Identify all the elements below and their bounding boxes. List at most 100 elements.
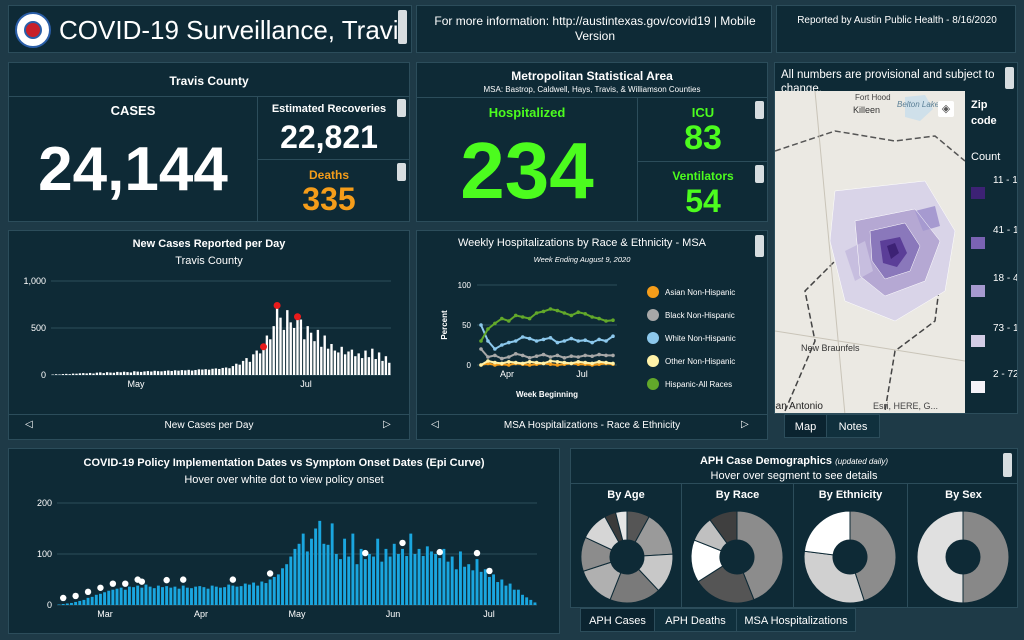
weekly-hosp-panel: Weekly Hospitalizations by Race & Ethnic… xyxy=(416,230,768,440)
tab-aph-cases[interactable]: APH Cases xyxy=(581,609,655,631)
by-age-donut[interactable] xyxy=(579,509,675,605)
chart-bar xyxy=(454,569,458,605)
map-label-new-braunfels: New Braunfels xyxy=(801,343,860,353)
chart-bar xyxy=(194,370,197,375)
chart-bar xyxy=(533,602,537,605)
series-point xyxy=(583,312,588,316)
y-tick-label: 0 xyxy=(467,361,472,370)
icu-scrollbar[interactable] xyxy=(755,101,764,119)
demographics-panel: APH Case Demographics (updated daily) Ho… xyxy=(570,448,1018,608)
weekly-hosp-chart[interactable]: 0 50 100 Percent Apr Jul Week Beginning Asian N… xyxy=(417,275,767,415)
series-point xyxy=(583,360,588,365)
deaths-scrollbar[interactable] xyxy=(397,163,406,181)
series-point xyxy=(520,353,525,358)
chart-bar xyxy=(58,374,61,375)
chart-bar xyxy=(282,329,286,375)
y-tick-label: 200 xyxy=(37,498,52,508)
next-arrow-icon[interactable]: ▷ xyxy=(741,419,749,430)
map-label-fort-hood: Fort Hood xyxy=(855,93,891,102)
chart-bar xyxy=(301,533,305,605)
header-scrollbar[interactable] xyxy=(398,10,407,44)
chart-bar xyxy=(326,348,330,375)
ventilators-label: Ventilators xyxy=(672,169,734,183)
layers-icon[interactable]: ◈ xyxy=(938,101,954,117)
chart-bar xyxy=(367,357,371,375)
chart-bar xyxy=(438,558,442,605)
series-point xyxy=(604,360,608,365)
series-point xyxy=(486,327,490,331)
chart-bar xyxy=(323,335,326,375)
icu-value: 83 xyxy=(684,119,722,157)
tab-msa-hospitalizations[interactable]: MSA Hospitalizations xyxy=(744,615,848,627)
series-point xyxy=(527,363,532,367)
chart-bar xyxy=(347,351,350,375)
new-cases-chart[interactable]: 0 500 1,000 May Jul xyxy=(9,275,409,415)
chart-bar xyxy=(275,305,279,375)
prev-arrow-icon[interactable]: ◁ xyxy=(431,419,439,430)
by-race-donut[interactable] xyxy=(689,509,785,605)
chart-bar xyxy=(297,543,301,605)
chart-bar xyxy=(231,585,235,605)
series-point xyxy=(506,319,511,323)
epi-subtitle: Hover over white dot to view policy onse… xyxy=(184,474,384,486)
tab-notes[interactable]: Notes xyxy=(838,421,868,433)
demographics-scrollbar[interactable] xyxy=(1003,453,1012,477)
y-axis-label: Percent xyxy=(440,310,449,340)
series-point xyxy=(604,319,608,323)
series-point xyxy=(569,313,574,318)
series-point xyxy=(576,310,581,314)
chart-bar xyxy=(173,586,177,605)
tab-map[interactable]: Map xyxy=(785,415,827,437)
chart-bar xyxy=(86,597,90,605)
by-ethnicity-donut[interactable] xyxy=(802,509,898,605)
chart-bar xyxy=(475,559,479,605)
y-tick-label: 100 xyxy=(458,281,472,290)
weekly-hosp-subtitle: Week Ending August 9, 2020 xyxy=(533,255,631,264)
series-point xyxy=(513,339,518,343)
prev-arrow-icon[interactable]: ◁ xyxy=(25,419,33,430)
chart-bar xyxy=(417,548,421,605)
marker-dot xyxy=(362,549,369,557)
legend-label-4: 73 - 18 xyxy=(993,323,1017,334)
msa-title: Metropolitan Statistical Area xyxy=(511,69,673,83)
series-point xyxy=(527,360,532,364)
series-point xyxy=(534,311,539,315)
chart-bar xyxy=(143,371,146,375)
legend-swatch xyxy=(647,332,659,344)
legend-swatch-2 xyxy=(971,237,985,249)
marker-dot xyxy=(180,576,187,583)
chart-bar xyxy=(169,587,173,605)
series-point xyxy=(500,356,504,361)
chart-bar xyxy=(133,371,136,375)
chart-bar xyxy=(238,364,241,375)
by-sex-donut[interactable] xyxy=(915,509,1011,605)
legend-title: Zip code xyxy=(971,99,997,127)
chart-bar xyxy=(107,590,111,605)
chart-bar xyxy=(276,574,280,605)
series-point xyxy=(520,361,525,366)
ventilators-scrollbar[interactable] xyxy=(755,165,764,183)
chart-bar xyxy=(156,371,160,375)
chart-bar xyxy=(181,585,185,605)
msa-subtitle: MSA: Bastrop, Caldwell, Hays, Travis, & … xyxy=(483,85,701,94)
cases-value: 24,144 xyxy=(38,135,228,204)
map-note-scrollbar[interactable] xyxy=(1005,67,1014,89)
chart-bar xyxy=(333,350,337,375)
epi-curve-chart[interactable]: 0 100 200 Mar Apr May Jun Jul xyxy=(9,489,559,634)
x-tick-label: Apr xyxy=(500,369,514,379)
chart-bar xyxy=(372,556,375,605)
chart-bar xyxy=(54,374,58,375)
recoveries-scrollbar[interactable] xyxy=(397,99,406,117)
series-point xyxy=(555,308,560,313)
recoveries-value: 22,821 xyxy=(280,119,378,155)
tab-aph-deaths[interactable]: APH Deaths xyxy=(655,609,737,631)
series-point xyxy=(583,338,588,342)
zip-code-map[interactable]: Fort Hood Killeen Belton Lake New Braunf… xyxy=(775,91,965,414)
legend-swatch-1 xyxy=(971,187,985,199)
weekly-hosp-scrollbar[interactable] xyxy=(755,235,764,257)
chart-bar xyxy=(309,332,313,375)
next-arrow-icon[interactable]: ▷ xyxy=(383,419,391,430)
series-point xyxy=(513,313,518,318)
map-graphic[interactable]: Fort Hood Killeen Belton Lake New Braunf… xyxy=(775,91,965,414)
more-info-link[interactable]: For more information: http://austintexas… xyxy=(434,14,756,43)
